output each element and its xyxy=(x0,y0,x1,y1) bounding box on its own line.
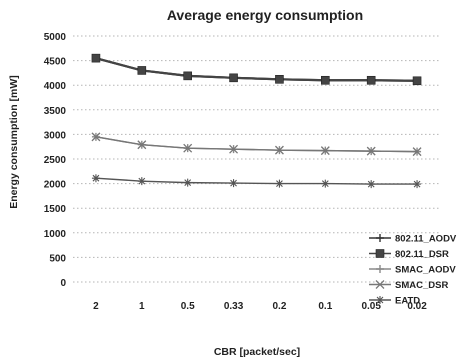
data-point xyxy=(91,174,100,183)
x-tick-label: 0.1 xyxy=(318,301,332,312)
data-point xyxy=(413,180,422,189)
series-eatd xyxy=(91,174,422,189)
data-point xyxy=(412,147,422,157)
x-axis-label: CBR [packet/sec] xyxy=(214,346,300,358)
x-tick-label: 0.33 xyxy=(224,301,244,312)
data-point xyxy=(320,146,330,156)
y-tick-label: 2500 xyxy=(44,155,67,166)
data-point xyxy=(229,73,238,83)
y-tick-label: 1500 xyxy=(44,204,67,215)
data-point xyxy=(275,179,284,188)
gridlines xyxy=(73,35,440,283)
chart-title: Average energy consumption xyxy=(167,7,363,23)
x-tick-label: 0.05 xyxy=(361,301,381,312)
data-point xyxy=(412,76,422,86)
data-point xyxy=(229,144,239,154)
legend-label: 802.11_DSR xyxy=(395,249,449,260)
y-axis-ticks: 0 500 1000 1500 2000 2500 3000 3500 4000 4500 5000 xyxy=(44,32,67,289)
legend-label: 802.11_AODV xyxy=(395,234,457,245)
legend-marker xyxy=(376,265,384,273)
data-point xyxy=(367,180,376,189)
series-line xyxy=(95,136,418,153)
legend-item: EATD xyxy=(369,296,420,307)
legend-marker xyxy=(375,280,385,289)
series-smac-dsr xyxy=(91,132,422,157)
y-tick-label: 3500 xyxy=(44,106,67,117)
data-point xyxy=(183,71,192,81)
data-point xyxy=(183,143,193,153)
x-axis-ticks: 2 1 0.5 0.33 0.2 0.1 0.05 0.02 xyxy=(93,301,427,312)
data-point xyxy=(366,146,376,156)
legend-marker xyxy=(376,296,384,304)
x-tick-label: 2 xyxy=(93,301,99,312)
series-line xyxy=(95,57,418,82)
x-tick-label: 0.2 xyxy=(272,301,286,312)
series-group xyxy=(91,53,422,189)
data-point xyxy=(321,75,330,85)
data-point xyxy=(137,177,146,186)
legend-item: SMAC_AODV xyxy=(369,265,456,276)
data-point xyxy=(91,132,101,142)
legend-marker xyxy=(375,249,385,258)
data-point xyxy=(137,140,147,150)
legend-marker xyxy=(376,234,384,242)
y-tick-label: 2000 xyxy=(44,180,67,191)
data-point xyxy=(183,178,192,187)
series-line xyxy=(95,177,418,185)
y-tick-label: 4000 xyxy=(44,81,67,92)
data-point xyxy=(275,74,284,84)
data-point xyxy=(321,179,330,188)
y-tick-label: 500 xyxy=(49,253,66,264)
y-tick-label: 0 xyxy=(60,278,66,289)
x-tick-label: 0.5 xyxy=(181,301,195,312)
data-point xyxy=(229,179,238,188)
x-tick-label: 1 xyxy=(139,301,145,312)
legend: 802.11_AODV 802.11_DSR SMAC_AODV SMAC_DSR EA… xyxy=(369,234,457,307)
legend-item: 802.11_AODV xyxy=(369,234,457,245)
data-point xyxy=(91,53,101,63)
data-point xyxy=(137,66,147,75)
legend-label: EATD xyxy=(395,296,420,307)
data-point xyxy=(366,75,376,85)
legend-item: SMAC_DSR xyxy=(369,280,448,291)
legend-label: SMAC_DSR xyxy=(395,280,448,291)
y-axis-label: Energy consumption [mW] xyxy=(8,75,20,209)
legend-label: SMAC_AODV xyxy=(395,265,456,276)
x-tick-label: 0.02 xyxy=(407,301,427,312)
y-tick-label: 4500 xyxy=(44,57,67,68)
y-tick-label: 5000 xyxy=(44,32,67,43)
legend-item: 802.11_DSR xyxy=(369,249,449,260)
series-802-11-dsr xyxy=(91,53,422,86)
y-tick-label: 3000 xyxy=(44,130,67,141)
data-point xyxy=(274,145,284,155)
y-tick-label: 1000 xyxy=(44,229,67,240)
